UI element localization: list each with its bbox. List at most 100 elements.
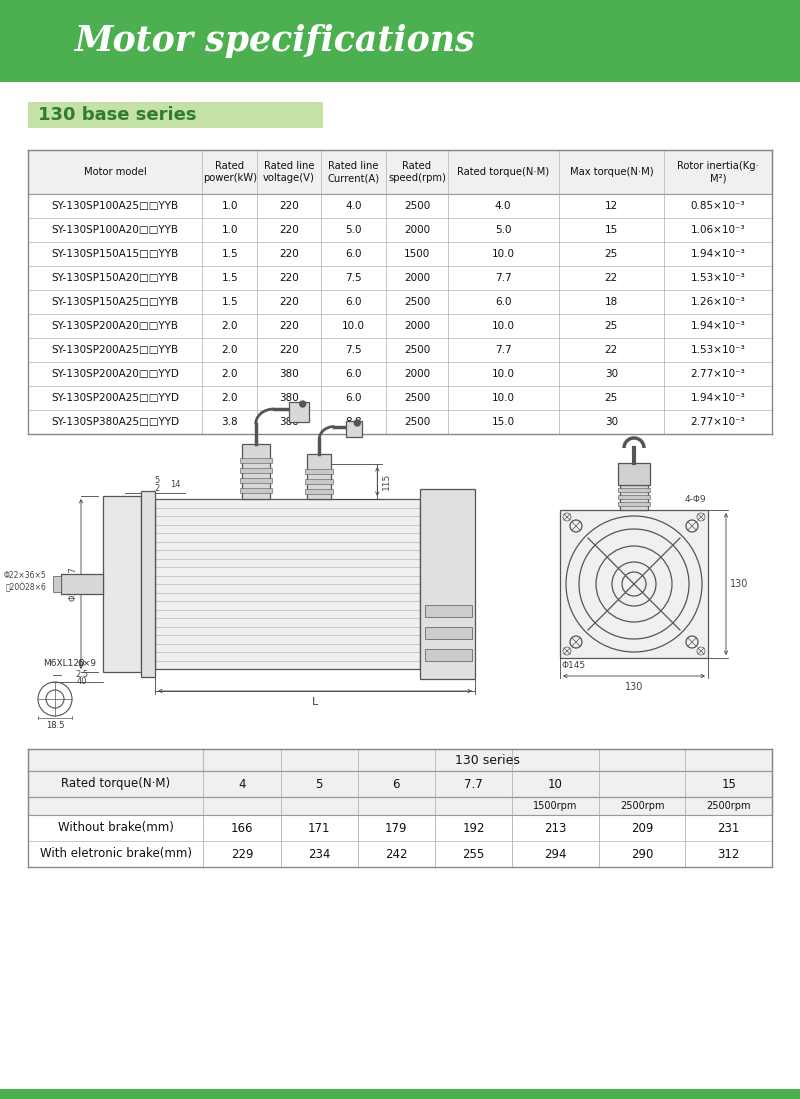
Text: 25: 25 xyxy=(605,249,618,259)
Bar xyxy=(420,489,475,679)
Text: 10.0: 10.0 xyxy=(491,393,514,403)
Text: 290: 290 xyxy=(631,847,654,861)
Bar xyxy=(53,576,61,592)
Text: SY-130SP200A20□□YYB: SY-130SP200A20□□YYB xyxy=(52,321,178,331)
Text: 1.94×10⁻³: 1.94×10⁻³ xyxy=(690,321,746,331)
Bar xyxy=(620,485,648,510)
Bar xyxy=(618,488,650,492)
Bar xyxy=(306,479,334,484)
Text: 130: 130 xyxy=(730,579,748,589)
Text: 10.0: 10.0 xyxy=(491,321,514,331)
Text: 166: 166 xyxy=(230,821,253,834)
Text: 25: 25 xyxy=(605,393,618,403)
Text: 12: 12 xyxy=(605,201,618,211)
Bar xyxy=(0,1089,800,1099)
Text: 1.53×10⁻³: 1.53×10⁻³ xyxy=(690,273,746,284)
Text: M6XL120: M6XL120 xyxy=(43,659,85,668)
Bar xyxy=(240,468,272,473)
Text: 2.77×10⁻³: 2.77×10⁻³ xyxy=(690,369,746,379)
Text: 5.0: 5.0 xyxy=(346,225,362,235)
Text: 192: 192 xyxy=(462,821,485,834)
Text: 1.0: 1.0 xyxy=(222,201,238,211)
Text: 30: 30 xyxy=(605,369,618,379)
Text: 220: 220 xyxy=(279,273,299,284)
Text: 2: 2 xyxy=(154,484,160,493)
Text: 15: 15 xyxy=(605,225,618,235)
Text: 10.0: 10.0 xyxy=(342,321,365,331)
Text: 115: 115 xyxy=(382,473,391,490)
Text: 229: 229 xyxy=(230,847,253,861)
Bar xyxy=(28,195,772,218)
Text: 25: 25 xyxy=(605,321,618,331)
Text: 40: 40 xyxy=(77,677,87,686)
Bar xyxy=(28,290,772,314)
Text: 231: 231 xyxy=(718,821,740,834)
Text: 220: 220 xyxy=(279,297,299,307)
Text: 7.5: 7.5 xyxy=(345,345,362,355)
Text: 2.77×10⁻³: 2.77×10⁻³ xyxy=(690,417,746,428)
Text: Rated line
Current(A): Rated line Current(A) xyxy=(327,160,379,184)
Bar xyxy=(61,574,103,593)
Text: 213: 213 xyxy=(544,821,566,834)
Text: 2500: 2500 xyxy=(404,345,430,355)
Text: Rated line
voltage(V): Rated line voltage(V) xyxy=(263,160,315,184)
Text: 2000: 2000 xyxy=(404,321,430,331)
Bar xyxy=(141,491,155,677)
Bar xyxy=(346,421,362,437)
Text: Φ145: Φ145 xyxy=(562,660,586,670)
Text: 7.7: 7.7 xyxy=(494,273,511,284)
Text: 2.5: 2.5 xyxy=(75,670,89,679)
Text: 10: 10 xyxy=(548,777,563,790)
Bar xyxy=(618,495,650,499)
Bar xyxy=(28,362,772,386)
Text: 1500rpm: 1500rpm xyxy=(534,801,578,811)
Text: 220: 220 xyxy=(279,345,299,355)
Text: 1.5: 1.5 xyxy=(222,297,238,307)
Bar xyxy=(240,478,272,482)
Bar xyxy=(618,502,650,506)
Bar xyxy=(242,444,270,499)
Text: 7.7: 7.7 xyxy=(494,345,511,355)
Text: 2.0: 2.0 xyxy=(222,345,238,355)
Text: 220: 220 xyxy=(279,249,299,259)
Text: 1.5: 1.5 xyxy=(222,249,238,259)
Bar xyxy=(155,499,420,669)
Text: 1.0: 1.0 xyxy=(222,225,238,235)
Text: 1.94×10⁻³: 1.94×10⁻³ xyxy=(690,393,746,403)
Text: 2500rpm: 2500rpm xyxy=(620,801,664,811)
Text: 242: 242 xyxy=(385,847,407,861)
Bar xyxy=(28,314,772,338)
Text: 2500: 2500 xyxy=(404,201,430,211)
Text: ΢20Ò28×6: ΢20Ò28×6 xyxy=(5,581,46,592)
Text: 130 series: 130 series xyxy=(455,754,520,766)
Text: 2000: 2000 xyxy=(404,369,430,379)
Text: 312: 312 xyxy=(718,847,740,861)
Circle shape xyxy=(300,401,306,407)
Text: SY-130SP100A25□□YYB: SY-130SP100A25□□YYB xyxy=(52,201,178,211)
Text: 10.0: 10.0 xyxy=(491,249,514,259)
Text: 18.5: 18.5 xyxy=(46,721,64,730)
Text: 6: 6 xyxy=(393,777,400,790)
Bar xyxy=(240,488,272,493)
Bar xyxy=(28,102,323,127)
Text: 2500: 2500 xyxy=(404,417,430,428)
Text: 220: 220 xyxy=(279,201,299,211)
Text: 1.06×10⁻³: 1.06×10⁻³ xyxy=(690,225,746,235)
Text: 2.0: 2.0 xyxy=(222,321,238,331)
Bar xyxy=(0,0,800,82)
Text: SY-130SP100A20□□YYB: SY-130SP100A20□□YYB xyxy=(52,225,178,235)
Bar xyxy=(306,489,334,493)
Circle shape xyxy=(354,420,360,426)
Text: 18: 18 xyxy=(605,297,618,307)
Text: 4.0: 4.0 xyxy=(346,201,362,211)
Text: SY-130SP150A15□□YYB: SY-130SP150A15□□YYB xyxy=(51,249,179,259)
Text: 4-Φ9: 4-Φ9 xyxy=(684,495,706,504)
Bar xyxy=(425,606,472,617)
Text: 130: 130 xyxy=(625,682,643,692)
Text: 6.0: 6.0 xyxy=(346,249,362,259)
Bar xyxy=(28,149,772,195)
Text: 380: 380 xyxy=(279,393,299,403)
Text: 220: 220 xyxy=(279,321,299,331)
Text: 6.0: 6.0 xyxy=(346,393,362,403)
Text: Rated torque(N·M): Rated torque(N·M) xyxy=(457,167,549,177)
